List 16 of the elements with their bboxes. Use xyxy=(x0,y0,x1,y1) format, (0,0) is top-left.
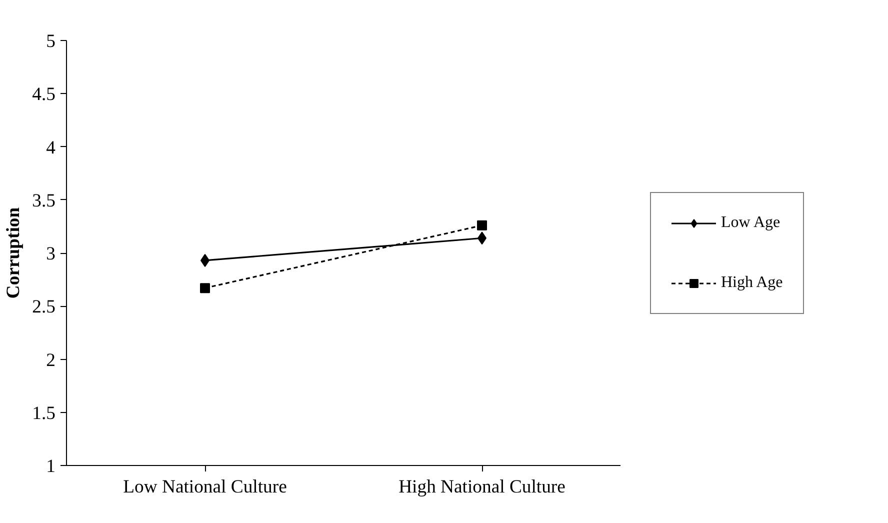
y-tick-label: 4 xyxy=(46,137,56,158)
y-tick-label: 2.5 xyxy=(32,296,56,318)
x-tick-label: High National Culture xyxy=(398,476,566,498)
x-tick-label: Low National Culture xyxy=(123,476,287,498)
y-tick-label: 2 xyxy=(46,350,56,371)
y-tick-label: 1.5 xyxy=(32,402,56,424)
y-tick-label: 3.5 xyxy=(32,190,56,212)
y-tick-label: 5 xyxy=(46,31,56,52)
legend-label: High Age xyxy=(721,274,783,292)
y-axis-title: Corruption xyxy=(3,206,24,299)
point xyxy=(200,283,210,294)
y-tick-label: 1 xyxy=(46,456,56,477)
legend-label: Low Age xyxy=(721,214,780,232)
y-tick-label: 4.5 xyxy=(32,84,56,106)
y-tick-label: 3 xyxy=(46,244,56,264)
point xyxy=(477,220,487,230)
